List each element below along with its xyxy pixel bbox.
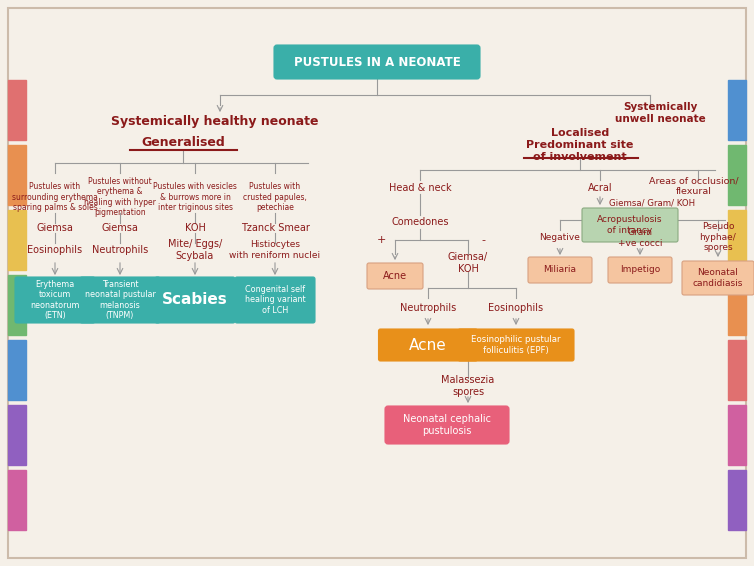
Bar — [728, 340, 746, 400]
Text: Giemsa: Giemsa — [36, 223, 73, 233]
Text: Congenital self
healing variant
of LCH: Congenital self healing variant of LCH — [245, 285, 305, 315]
FancyBboxPatch shape — [458, 329, 574, 361]
Text: Eosinophilic pustular
folliculitis (EPF): Eosinophilic pustular folliculitis (EPF) — [471, 335, 561, 355]
Text: Scabies: Scabies — [162, 293, 228, 307]
FancyBboxPatch shape — [385, 406, 509, 444]
Bar — [8, 470, 26, 530]
Text: Pustules without
erythema &
healing with hyper
pigmentation: Pustules without erythema & healing with… — [84, 177, 156, 217]
FancyBboxPatch shape — [15, 277, 95, 323]
Bar — [728, 145, 746, 205]
Bar — [728, 405, 746, 465]
Bar — [8, 405, 26, 465]
Bar — [728, 210, 746, 270]
FancyBboxPatch shape — [582, 208, 678, 242]
Text: Acral: Acral — [587, 183, 612, 193]
Bar — [8, 145, 26, 205]
Text: Systemically healthy neonate: Systemically healthy neonate — [112, 115, 319, 128]
Text: Gram
+ve cocci: Gram +ve cocci — [618, 228, 662, 248]
FancyBboxPatch shape — [528, 257, 592, 283]
FancyBboxPatch shape — [8, 8, 746, 558]
Text: Eosinophils: Eosinophils — [489, 303, 544, 313]
Text: Giemsa/ Gram/ KOH: Giemsa/ Gram/ KOH — [609, 199, 695, 208]
Text: Giemsa: Giemsa — [102, 223, 139, 233]
Text: Impetigo: Impetigo — [620, 265, 660, 275]
Bar — [728, 275, 746, 335]
Text: Malassezia
spores: Malassezia spores — [441, 375, 495, 397]
Text: Mite/ Eggs/
Scybala: Mite/ Eggs/ Scybala — [168, 239, 222, 261]
Text: Tzanck Smear: Tzanck Smear — [241, 223, 309, 233]
Bar — [728, 470, 746, 530]
Bar — [8, 340, 26, 400]
Bar — [8, 210, 26, 270]
Text: Neonatal cephalic
pustulosis: Neonatal cephalic pustulosis — [403, 414, 491, 436]
Text: Giemsa/
KOH: Giemsa/ KOH — [448, 252, 488, 274]
Text: Acropustulosis
of intancy: Acropustulosis of intancy — [597, 215, 663, 235]
Text: Acne: Acne — [409, 337, 447, 353]
Text: Comedones: Comedones — [391, 217, 449, 227]
Text: +: + — [376, 235, 386, 245]
Text: Pseudo
hyphae/
spores: Pseudo hyphae/ spores — [700, 222, 737, 252]
Text: Pustules with
crusted papules,
petechiae: Pustules with crusted papules, petechiae — [243, 182, 307, 212]
FancyBboxPatch shape — [155, 277, 235, 323]
FancyBboxPatch shape — [367, 263, 423, 289]
Text: Generalised: Generalised — [141, 136, 225, 149]
Text: Neonatal
candidiasis: Neonatal candidiasis — [693, 268, 743, 288]
Bar — [8, 275, 26, 335]
Text: Pustules with
surrounding erythema
sparing palms & soles: Pustules with surrounding erythema spari… — [12, 182, 98, 212]
Text: Erythema
toxicum
neonatorum
(ETN): Erythema toxicum neonatorum (ETN) — [30, 280, 80, 320]
Text: PUSTULES IN A NEONATE: PUSTULES IN A NEONATE — [293, 55, 461, 68]
Text: Neutrophils: Neutrophils — [400, 303, 456, 313]
Text: Miliaria: Miliaria — [544, 265, 577, 275]
Text: Head & neck: Head & neck — [389, 183, 452, 193]
Bar — [8, 80, 26, 140]
Text: Transient
neonatal pustular
melanosis
(TNPM): Transient neonatal pustular melanosis (T… — [84, 280, 155, 320]
Bar — [728, 80, 746, 140]
Text: Histiocytes
with reniform nuclei: Histiocytes with reniform nuclei — [229, 241, 320, 260]
FancyBboxPatch shape — [235, 277, 315, 323]
Text: Neutrophils: Neutrophils — [92, 245, 148, 255]
Text: Localised
Predominant site
of involvement: Localised Predominant site of involvemen… — [526, 128, 633, 162]
Text: Negative: Negative — [540, 234, 581, 242]
Text: Eosinophils: Eosinophils — [27, 245, 82, 255]
FancyBboxPatch shape — [274, 45, 480, 79]
FancyBboxPatch shape — [379, 329, 477, 361]
Text: Acne: Acne — [383, 271, 407, 281]
Text: KOH: KOH — [185, 223, 205, 233]
Text: -: - — [481, 235, 485, 245]
Text: Systemically
unwell neonate: Systemically unwell neonate — [615, 102, 706, 124]
FancyBboxPatch shape — [80, 277, 160, 323]
Text: Areas of occlusion/
flexural: Areas of occlusion/ flexural — [649, 176, 739, 196]
Text: Pustules with vesicles
& burrows more in
inter triginous sites: Pustules with vesicles & burrows more in… — [153, 182, 237, 212]
FancyBboxPatch shape — [608, 257, 672, 283]
FancyBboxPatch shape — [682, 261, 754, 295]
